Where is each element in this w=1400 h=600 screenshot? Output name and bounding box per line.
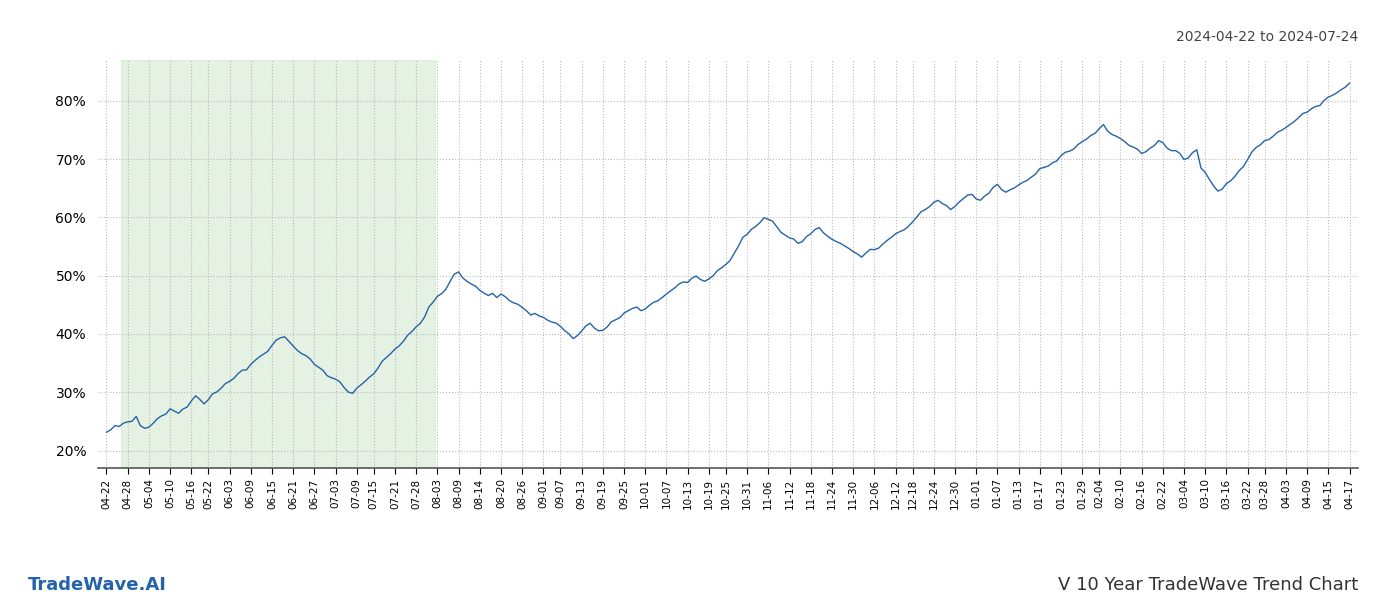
- Text: TradeWave.AI: TradeWave.AI: [28, 576, 167, 594]
- Text: 2024-04-22 to 2024-07-24: 2024-04-22 to 2024-07-24: [1176, 30, 1358, 44]
- Text: V 10 Year TradeWave Trend Chart: V 10 Year TradeWave Trend Chart: [1058, 576, 1358, 594]
- Bar: [122, 60, 435, 468]
